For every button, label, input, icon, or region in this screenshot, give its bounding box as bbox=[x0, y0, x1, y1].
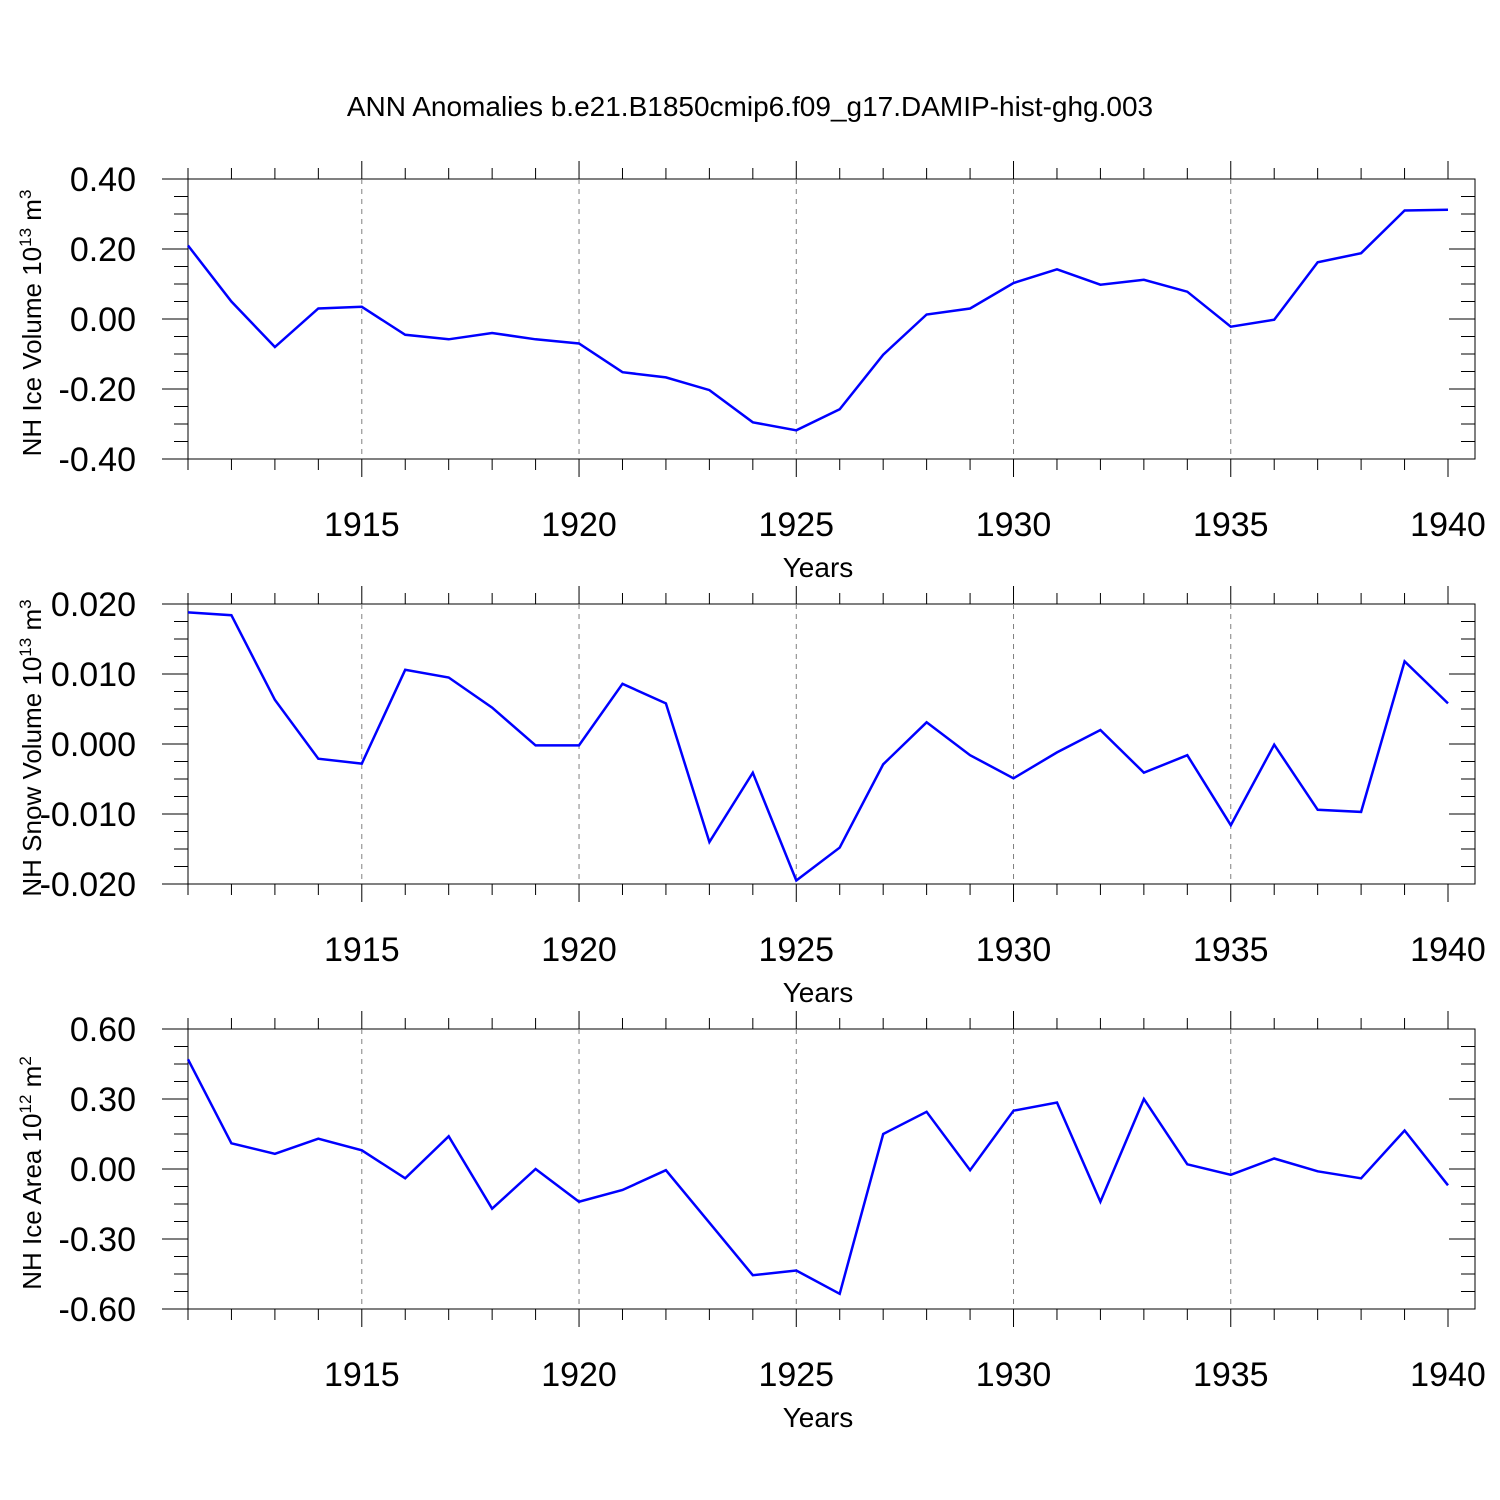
x-axis-title: Years bbox=[783, 1402, 854, 1433]
y-tick-label: -0.60 bbox=[59, 1291, 137, 1329]
panel-2: -0.020 -0.010 0.000 0.010 0.020 1915 1920 1925 1… bbox=[16, 586, 1486, 1008]
x-tick-label: 1940 bbox=[1410, 1356, 1486, 1394]
figure-title: ANN Anomalies b.e21.B1850cmip6.f09_g17.D… bbox=[347, 91, 1153, 122]
y-tick-label: 0.00 bbox=[70, 301, 136, 339]
y-tick-label: 0.010 bbox=[51, 656, 136, 694]
y-tick-label: 0.020 bbox=[51, 586, 136, 624]
x-tick-label: 1915 bbox=[324, 1356, 400, 1394]
y-tick-label: -0.40 bbox=[59, 441, 137, 479]
x-tick-label: 1935 bbox=[1193, 1356, 1269, 1394]
x-tick-label: 1940 bbox=[1410, 506, 1486, 544]
x-tick-label: 1925 bbox=[758, 1356, 834, 1394]
x-tick-label: 1925 bbox=[758, 506, 834, 544]
x-axis-title: Years bbox=[783, 552, 854, 583]
x-tick-label: 1930 bbox=[976, 931, 1052, 969]
y-tick-label: -0.020 bbox=[40, 866, 136, 904]
x-tick-label: 1925 bbox=[758, 931, 834, 969]
x-tick-label: 1915 bbox=[324, 506, 400, 544]
x-tick-label: 1920 bbox=[541, 1356, 617, 1394]
x-tick-label: 1935 bbox=[1193, 931, 1269, 969]
series-line bbox=[187, 611, 1449, 883]
y-tick-label: 0.00 bbox=[70, 1151, 136, 1189]
x-axis-title: Years bbox=[783, 977, 854, 1008]
y-tick-label: 0.30 bbox=[70, 1081, 136, 1119]
y-tick-label: 0.20 bbox=[70, 231, 136, 269]
y-tick-label: 0.60 bbox=[70, 1011, 136, 1049]
x-tick-label: 1920 bbox=[541, 931, 617, 969]
y-tick-label: -0.30 bbox=[59, 1221, 137, 1259]
series-line bbox=[187, 208, 1449, 432]
y-axis-title: NH Snow Volume 1013 m3 bbox=[16, 599, 47, 896]
y-axis-title: NH Ice Volume 1013 m3 bbox=[16, 190, 47, 457]
x-tick-label: 1930 bbox=[976, 1356, 1052, 1394]
y-tick-label: -0.20 bbox=[59, 371, 137, 409]
plot-frame bbox=[187, 1028, 1476, 1310]
y-tick-label: 0.40 bbox=[70, 161, 136, 199]
y-tick-label: 0.000 bbox=[51, 726, 136, 764]
panel-3: -0.60 -0.30 0.00 0.30 0.60 1915 1920 1925 1930 19… bbox=[16, 1011, 1486, 1433]
x-tick-label: 1920 bbox=[541, 506, 617, 544]
plot-frame bbox=[187, 603, 1476, 885]
x-tick-label: 1935 bbox=[1193, 506, 1269, 544]
x-tick-label: 1915 bbox=[324, 931, 400, 969]
y-axis-title: NH Ice Area 1012 m2 bbox=[16, 1056, 47, 1290]
y-tick-label: -0.010 bbox=[40, 796, 136, 834]
panel-1: -0.40 -0.20 0.00 0.20 0.40 1915 1920 1925 1930 19… bbox=[16, 161, 1486, 583]
x-tick-label: 1940 bbox=[1410, 931, 1486, 969]
series-line bbox=[186, 1058, 1449, 1296]
panels: -0.40 -0.20 0.00 0.20 0.40 1915 1920 1925 1930 19… bbox=[16, 161, 1486, 1433]
x-tick-label: 1930 bbox=[976, 506, 1052, 544]
